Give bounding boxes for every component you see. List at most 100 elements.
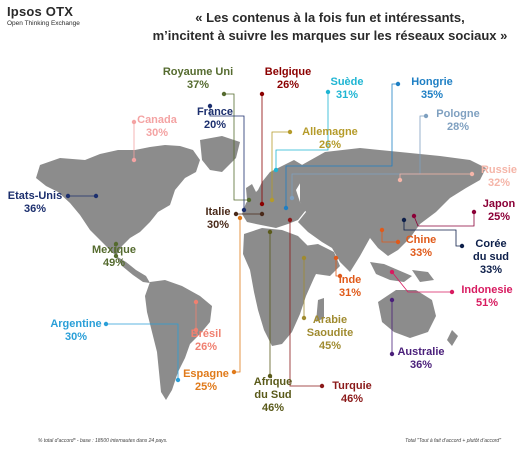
country-name: Allemagne — [302, 126, 358, 138]
location-dot-italie — [259, 211, 265, 217]
country-name: Canada — [137, 114, 177, 126]
brand-logo: Ipsos OTX — [7, 4, 74, 19]
label-allemagne: Allemagne 26% — [296, 126, 364, 152]
label-dot-suede — [325, 89, 331, 95]
label-dot-chine — [395, 239, 401, 245]
country-value: 46% — [261, 402, 285, 414]
label-dot-turquie — [319, 383, 325, 389]
country-name: Brésil — [190, 328, 222, 340]
country-name: Inde — [338, 274, 362, 286]
label-turquie: Turquie 46% — [326, 380, 378, 406]
country-value: 37% — [186, 79, 210, 91]
country-value: 51% — [475, 297, 499, 309]
label-coree-du-sud: Corée du sud 33% — [466, 238, 516, 277]
land-masses — [36, 136, 486, 400]
country-name-line-2: du sud — [472, 251, 510, 263]
label-australie: Australie 36% — [390, 346, 452, 372]
land-uk — [246, 184, 256, 202]
label-dot-mexique — [113, 241, 119, 247]
country-name-line-1: Afrique — [253, 376, 293, 388]
leader-line-france — [209, 106, 245, 210]
country-value: 36% — [23, 203, 47, 215]
label-russie: Russie 32% — [476, 164, 522, 190]
country-name: Espagne — [183, 368, 229, 380]
label-italie: Italie 30% — [200, 206, 236, 232]
location-dot-france — [241, 207, 247, 213]
label-pologne: Pologne 28% — [430, 108, 486, 134]
country-name-line-1: Corée — [475, 238, 507, 250]
country-value: 31% — [335, 89, 359, 101]
location-dot-belgique — [259, 201, 265, 207]
label-bresil: Brésil 26% — [184, 328, 228, 354]
leader-line-coree-du-sud — [403, 220, 462, 247]
label-suede: Suède 31% — [322, 76, 372, 102]
label-dot-pologne — [423, 113, 429, 119]
land-south-america — [145, 280, 212, 400]
land-japan — [408, 198, 420, 224]
country-value: 25% — [487, 211, 511, 223]
label-dot-inde — [337, 273, 343, 279]
label-dot-afrique-du-sud — [267, 373, 273, 379]
country-value: 35% — [420, 89, 444, 101]
leader-line-royaume-uni — [224, 93, 249, 201]
label-dot-australie — [389, 351, 395, 357]
label-canada: Canada 30% — [132, 114, 182, 140]
country-name: Turquie — [332, 380, 372, 392]
label-dot-russie — [469, 171, 475, 177]
country-name-line-2: du Sud — [254, 389, 292, 401]
title-line-1: « Les contenus à la fois fun et intéress… — [195, 10, 465, 25]
country-name: Chine — [405, 234, 437, 246]
location-dot-pologne — [289, 195, 295, 201]
leader-line-allemagne — [271, 131, 290, 200]
country-value: 20% — [203, 119, 227, 131]
country-value: 33% — [409, 247, 433, 259]
location-dot-argentine — [175, 377, 181, 383]
country-value: 26% — [276, 79, 300, 91]
land-madagascar — [316, 298, 324, 322]
land-asia — [298, 148, 486, 272]
location-dot-bresil — [193, 299, 199, 305]
label-argentine: Argentine 30% — [44, 318, 108, 344]
brand-tagline: Open Thinking Exchange — [7, 20, 80, 27]
leader-line-turquie — [289, 220, 322, 387]
location-dot-espagne — [237, 215, 243, 221]
leader-line-suede — [275, 92, 329, 170]
country-value: 26% — [194, 341, 218, 353]
label-indonesie: Indonesie 51% — [454, 284, 520, 310]
location-dot-australie — [389, 297, 395, 303]
label-france: France 20% — [192, 106, 238, 132]
country-name: Mexique — [91, 244, 136, 256]
country-value: 30% — [206, 219, 230, 231]
label-espagne: Espagne 25% — [178, 368, 234, 394]
label-dot-belgique — [259, 91, 265, 97]
country-name: Suède — [330, 76, 364, 88]
location-dot-etats-unis — [93, 193, 99, 199]
country-value: 28% — [446, 121, 470, 133]
leader-line-indonesie — [391, 271, 452, 293]
country-value: 30% — [64, 331, 88, 343]
land-central-america — [116, 256, 150, 283]
country-value: 25% — [194, 381, 218, 393]
leader-line-chine — [381, 230, 398, 243]
land-new-zealand — [447, 330, 458, 346]
location-dot-arabie-saoudite — [301, 255, 307, 261]
country-value: 45% — [318, 340, 342, 352]
country-value: 26% — [318, 139, 342, 151]
land-greenland — [200, 136, 240, 172]
location-dot-afrique-du-sud — [267, 229, 273, 235]
country-name: Belgique — [264, 66, 312, 78]
land-europe — [242, 160, 306, 228]
label-dot-canada — [131, 119, 137, 125]
label-belgique: Belgique 26% — [258, 66, 318, 92]
label-japon: Japon 25% — [476, 198, 522, 224]
label-dot-etats-unis — [65, 193, 71, 199]
location-dot-turquie — [287, 217, 293, 223]
label-royaume-uni: Royaume Uni 37% — [160, 66, 236, 92]
country-name: Argentine — [50, 318, 102, 330]
country-name: Etats-Unis — [7, 190, 63, 202]
label-dot-espagne — [231, 369, 237, 375]
label-dot-japon — [471, 209, 477, 215]
label-dot-italie — [233, 211, 239, 217]
label-dot-argentine — [103, 321, 109, 327]
